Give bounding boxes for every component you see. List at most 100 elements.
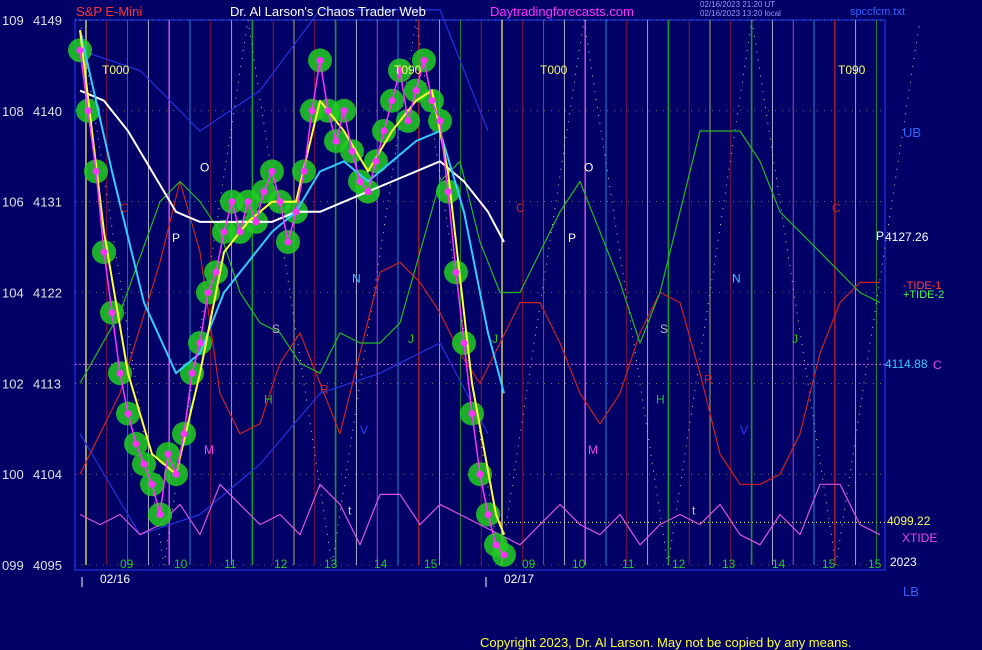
x-hour-label: 15 [822,557,836,571]
price-point [268,167,276,175]
price-point [500,551,508,559]
price-point [220,228,228,236]
upper-band-label: UB [903,125,922,140]
price-point [292,208,300,216]
planet-letter: J [408,332,414,346]
price-point [132,440,140,448]
data-file-name: spccfcm.txt [850,6,906,18]
price-point [196,339,204,347]
planet-letter: V [360,423,368,437]
planet-letter: M [204,443,214,457]
price-point [340,107,348,115]
price-point [452,268,460,276]
planet-letter: C [516,201,525,215]
right-letter-p: P [876,229,885,243]
planet-letter: O [584,160,593,174]
y-tick-label-a: 100 [2,467,24,482]
planet-letter: R [704,372,713,386]
y-tick-label-b: 4149 [33,13,62,28]
price-level-a: 4127.26 [885,230,929,244]
price-point [260,188,268,196]
planet-letter: S [660,322,668,336]
upper-band-line [79,9,489,132]
xtide-line [79,483,881,546]
price-point [308,107,316,115]
x-hour-label: 13 [324,557,338,571]
x-date-label: 02/16 [100,572,130,586]
price-point [444,188,452,196]
price-point [476,470,484,478]
x-date-label: 02/17 [504,572,534,586]
x-hour-label: 13 [722,557,736,571]
x-hour-label: 10 [174,557,188,571]
price-point [396,67,404,74]
phase-marker-label: T000 [102,63,130,77]
x-hour-label: 09 [522,557,536,571]
mid-average-line [79,29,505,394]
price-point [284,238,292,246]
y-tick-label-a: 109 [2,13,24,28]
price-point [436,117,444,125]
x-hour-label: 12 [274,557,288,571]
x-hour-label: 14 [374,557,388,571]
price-line [79,50,505,556]
price-point [212,268,220,276]
x-hour-label: 15 [868,557,882,571]
price-level-low: 4099.22 [887,514,931,528]
lower-band-line [79,342,489,536]
price-point [388,97,396,105]
price-point [380,127,388,135]
grid-layer [75,19,885,566]
site-title: Dr. Al Larson's Chaos Trader Web [230,4,426,19]
xtide-label: XTIDE [902,531,938,545]
price-point [428,97,436,105]
tide2-label: +TIDE-2 [903,289,945,301]
x-hour-label: 15 [424,557,438,571]
x-hour-label: 09 [120,557,134,571]
y-tick-label-b: 4095 [33,558,62,573]
y-tick-label-b: 4104 [33,467,62,482]
price-point [468,410,476,418]
y-tick-label-b: 4140 [33,104,62,119]
price-point [244,198,252,206]
price-point [204,289,212,296]
price-point [228,198,236,206]
planet-letter: C [120,201,129,215]
planet-letter: H [264,393,273,407]
tide1-label: -TIDE-1 [903,280,942,292]
timestamp-local: 02/16/2023 13:20 local [700,9,781,18]
price-point [116,369,124,377]
price-level-c: 4114.88 [885,357,928,371]
y-tick-label-a: 104 [2,286,24,301]
tide-2-line [79,130,881,384]
y-tick-label-a: 099 [2,558,24,573]
price-point [348,147,356,155]
tide-1-line [79,180,880,485]
site-url: Daytradingforecasts.com [490,4,634,19]
copyright-notice: Copyright 2023, Dr. Al Larson. May not b… [480,635,852,650]
planet-letter: R [320,382,329,396]
planet-letter-layer: T000 T090 T000 T090 C O P S H M R N J Vt J C P O S H M R N J Vt C [102,63,866,518]
price-point [188,369,196,377]
planet-letter: J [492,332,498,346]
price-point [148,480,156,488]
planet-letter: S [272,322,280,336]
band-layer [79,9,489,536]
timestamp-ut: 02/16/2023 21:20 UT [700,0,776,9]
price-point [84,107,92,115]
y-tick-label-b: 4122 [33,286,62,301]
phase-marker-label: T090 [838,63,866,77]
planet-letter: O [200,160,209,174]
tick-label-layer: 109 4149 108 4140 106 4131 104 4122 102 4113 100 41… [2,13,882,587]
phase-marker-label: T000 [540,63,568,77]
price-point [164,450,172,458]
planet-letter: N [352,271,361,285]
price-point [100,248,108,256]
planet-letter: P [568,231,576,245]
price-point [108,309,116,317]
planet-letter: t [348,504,352,518]
price-point [252,218,260,226]
price-point [300,167,308,175]
y-tick-label-a: 108 [2,104,24,119]
plot-frame [74,19,886,571]
